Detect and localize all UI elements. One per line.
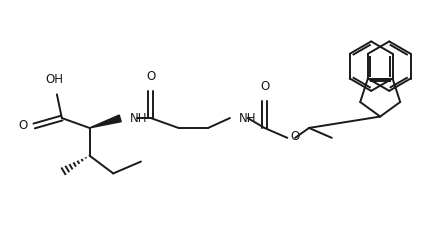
Text: O: O: [290, 130, 299, 143]
Text: O: O: [18, 120, 27, 132]
Text: O: O: [260, 80, 269, 93]
Text: O: O: [146, 70, 156, 83]
Text: OH: OH: [45, 73, 63, 86]
Polygon shape: [90, 115, 121, 128]
Text: NH: NH: [239, 111, 256, 124]
Text: NH: NH: [130, 111, 148, 124]
